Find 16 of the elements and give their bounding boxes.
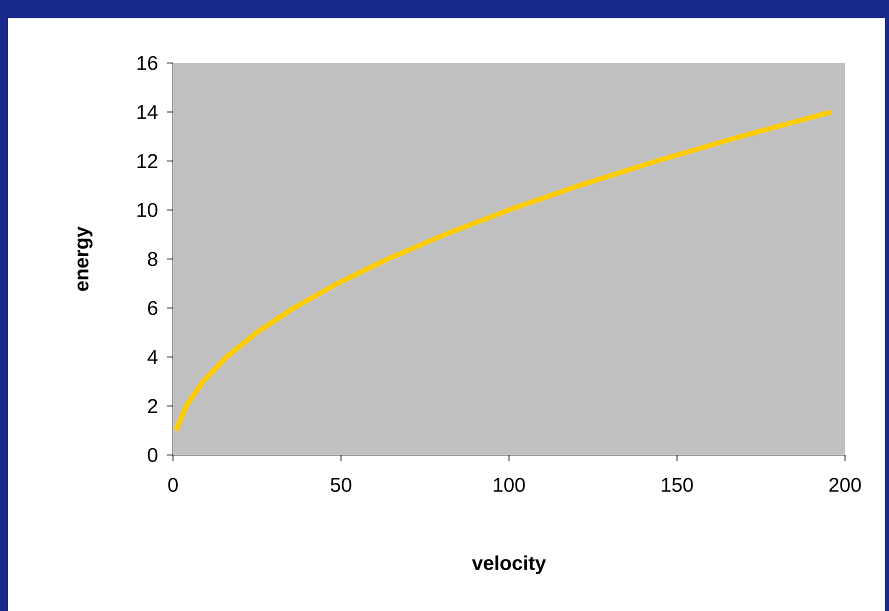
y-tick-label: 0 — [148, 448, 158, 462]
x-tick-label: 50 — [330, 478, 352, 492]
y-tick-label: 14 — [138, 105, 158, 119]
y-tick-label: 16 — [138, 56, 158, 70]
x-tick-label: 100 — [494, 478, 525, 492]
x-tick-label: 0 — [168, 478, 178, 492]
y-tick-label: 4 — [148, 350, 158, 364]
y-tick-label: 6 — [148, 300, 158, 316]
x-axis-title: velocity — [472, 555, 546, 574]
y-tick-label: 12 — [138, 154, 158, 168]
y-tick-label: 10 — [138, 202, 158, 218]
x-tick-label: 150 — [662, 478, 693, 492]
y-tick-label: 2 — [148, 399, 158, 413]
x-tick-label: 200 — [829, 478, 861, 492]
y-axis-title: energy — [78, 226, 93, 291]
y-tick-label: 8 — [148, 252, 158, 266]
